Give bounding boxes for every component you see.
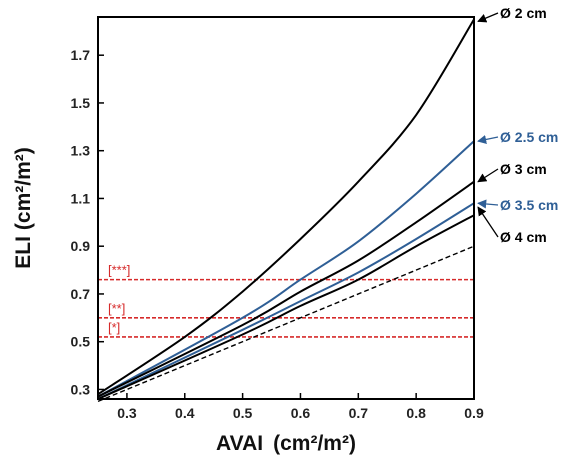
curve-label-arrow — [477, 199, 499, 209]
curve-label-arrow — [477, 206, 499, 238]
reference-lines: [***] [**] [*] — [98, 263, 474, 338]
curve-label: Ø 2 cm — [500, 5, 547, 21]
x-tick-label: 0.4 — [175, 405, 195, 421]
y-axis-title: ELI(cm²/m²) — [12, 147, 35, 269]
y-tick-label: 1.5 — [71, 95, 91, 111]
y-tick-label: 0.5 — [71, 334, 91, 350]
curve-labels: Ø 2 cm Ø 2.5 cm Ø 3 cm Ø 3.5 cm Ø 4 cm — [477, 5, 558, 245]
curve-label: Ø 2.5 cm — [500, 129, 558, 145]
x-tick-label: 0.6 — [291, 405, 311, 421]
curve-label: Ø 4 cm — [500, 229, 547, 245]
y-axis-ticks: 0.3 0.5 0.7 0.9 1.1 1.3 1.5 1.7 — [71, 47, 104, 397]
series-lines — [97, 18, 475, 403]
curve-label: Ø 3 cm — [500, 161, 547, 177]
curve-label-arrow — [477, 12, 499, 23]
reference-label: [**] — [108, 301, 125, 316]
series-line — [97, 140, 475, 398]
series-line — [97, 180, 475, 398]
series-line — [97, 202, 475, 400]
identity-dashed-line — [97, 245, 475, 403]
series-line — [97, 18, 475, 396]
y-tick-label: 1.3 — [71, 143, 91, 159]
reference-label: [***] — [108, 263, 130, 278]
y-tick-label: 0.7 — [71, 286, 91, 302]
x-tick-label: 0.8 — [406, 405, 426, 421]
x-axis-ticks: 0.3 0.4 0.5 0.6 0.7 0.8 0.9 — [117, 393, 484, 421]
x-tick-label: 0.7 — [349, 405, 369, 421]
x-tick-label: 0.9 — [464, 405, 484, 421]
curve-label: Ø 3.5 cm — [500, 197, 558, 213]
x-tick-label: 0.3 — [117, 405, 137, 421]
x-axis-title: AVAI (cm²/m²) — [216, 432, 356, 455]
plot-frame — [97, 16, 475, 400]
reference-label: [*] — [108, 320, 120, 335]
y-tick-label: 0.3 — [71, 381, 91, 397]
x-tick-label: 0.5 — [233, 405, 253, 421]
y-tick-label: 1.7 — [71, 47, 91, 63]
curve-label-arrow — [477, 135, 499, 144]
y-tick-label: 0.9 — [71, 238, 91, 254]
curve-label-arrow — [477, 168, 499, 183]
y-tick-label: 1.1 — [71, 190, 91, 206]
series-line — [97, 214, 475, 400]
